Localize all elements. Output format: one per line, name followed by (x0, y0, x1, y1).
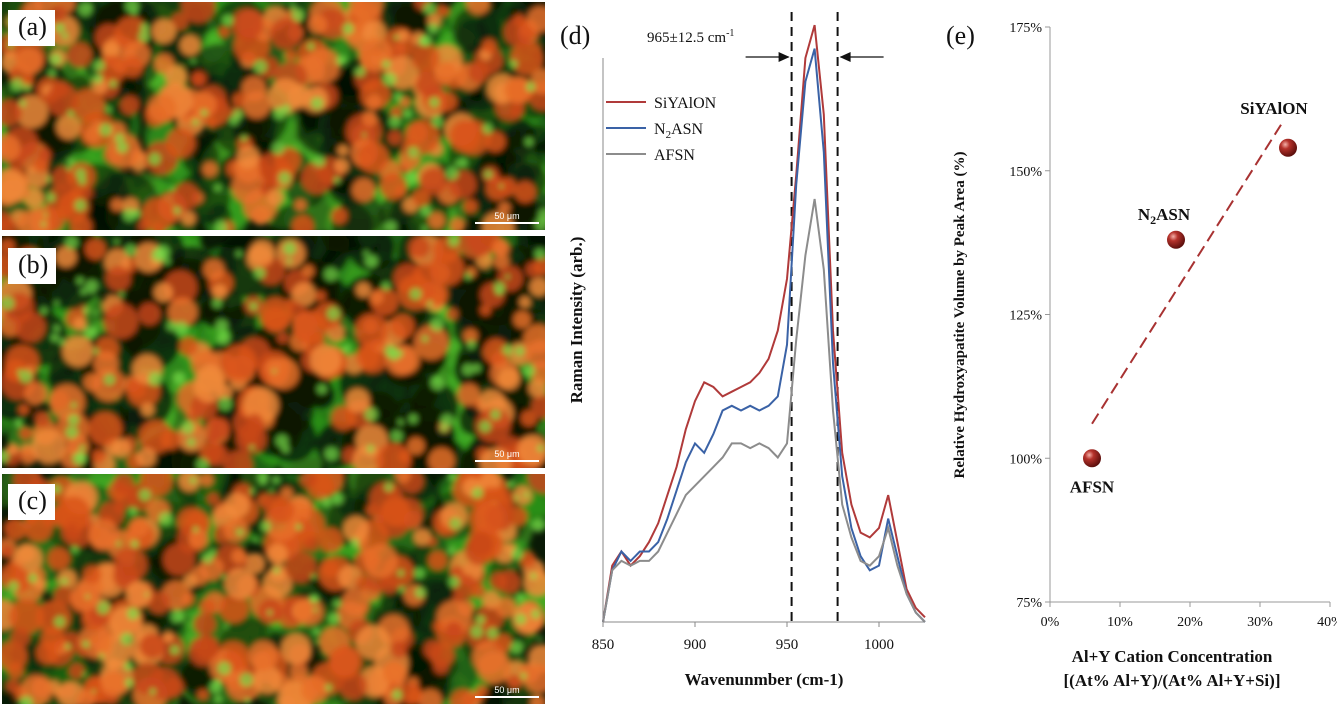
point-n2asn (1167, 230, 1185, 249)
series-line-n2asn (602, 48, 926, 623)
legend-label: N2ASN (654, 121, 704, 141)
x-tick-label: 1000 (864, 637, 894, 653)
peak-window-annotation: 965±12.5 cm-1 (647, 28, 734, 46)
x-tick-label: 10% (1107, 615, 1133, 630)
panel-label-c: (c) (8, 484, 55, 520)
point-siyalon (1279, 138, 1297, 157)
panel-label-b: (b) (8, 248, 57, 284)
micrograph-b: 50 μm (2, 236, 545, 468)
scale-bar: 50 μm (475, 449, 539, 462)
left-arrow-head (778, 52, 790, 62)
point-label: AFSN (1070, 477, 1115, 496)
y-tick-label: 100% (1009, 452, 1042, 467)
y-tick-label: 125% (1009, 309, 1042, 324)
x-tick-label: 20% (1177, 615, 1203, 630)
x-tick-label: 30% (1247, 615, 1273, 630)
y-axis-label: Raman Intensity (arb.) (567, 237, 586, 404)
trendline (1091, 124, 1282, 425)
point-label: SiYAlON (1240, 99, 1308, 118)
point-afsn (1083, 449, 1101, 468)
right-arrow-head (839, 52, 851, 62)
x-tick-label: 900 (684, 637, 707, 653)
series-line-afsn (602, 198, 926, 623)
y-axis-label: Relative Hydroxyapatite Volume by Peak A… (952, 152, 968, 479)
panel-label-a: (a) (8, 10, 55, 46)
legend-label: AFSN (654, 147, 695, 164)
legend-label: SiYAlON (654, 95, 717, 112)
y-tick-label: 75% (1016, 596, 1042, 611)
scale-bar: 50 μm (475, 211, 539, 224)
x-tick-label: 850 (592, 637, 615, 653)
y-tick-label: 175% (1009, 21, 1042, 36)
series-line-siyalon (602, 24, 926, 623)
x-tick-label: 40% (1317, 615, 1337, 630)
panel-label-d: (d) (560, 21, 590, 50)
micrograph-c: 50 μm (2, 474, 545, 704)
micrograph-a: 50 μm (2, 2, 545, 230)
point-label: N2ASN (1138, 205, 1191, 227)
x-axis-label: Wavenunmber (cm-1) (685, 670, 844, 689)
x-axis-label: Al+Y Cation Concentration (1072, 647, 1273, 666)
x-tick-label: 950 (776, 637, 799, 653)
hydroxyapatite-scatter-chart: (e) Relative Hydroxyapatite Volume by Pe… (946, 21, 1337, 690)
x-axis-label-formula: [(At% Al+Y)/(At% Al+Y+Si)] (1064, 671, 1281, 690)
raman-spectra-chart: (d) Raman Intensity (arb.) Wavenunmber (… (560, 12, 926, 689)
panel-label-e: (e) (946, 21, 975, 50)
x-tick-label: 0% (1041, 615, 1060, 630)
y-tick-label: 150% (1009, 165, 1042, 180)
scale-bar: 50 μm (475, 685, 539, 698)
